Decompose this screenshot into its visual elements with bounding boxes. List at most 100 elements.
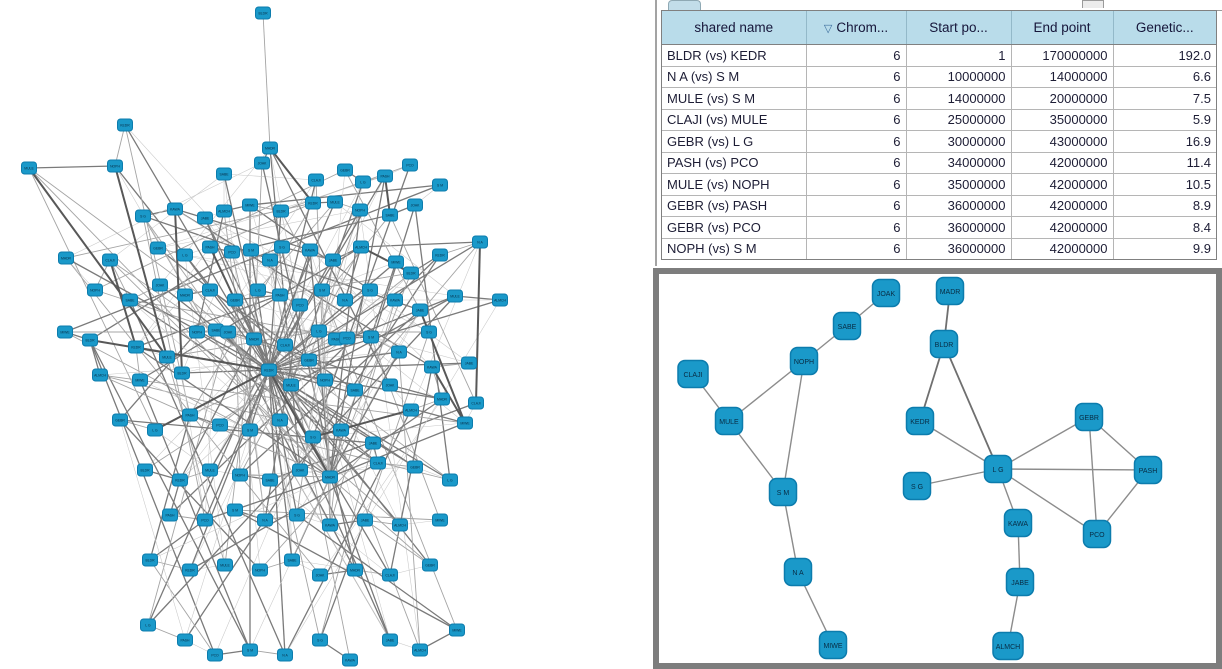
overview-edge[interactable] [114,124,126,167]
overview-node[interactable]: CLAJI [308,173,324,187]
overview-node[interactable]: L G [147,423,163,437]
overview-edge[interactable] [184,254,270,371]
overview-edge-strong[interactable] [114,165,168,358]
subnetwork-node-n-a[interactable]: N A [783,557,813,587]
overview-edge[interactable] [89,339,251,651]
overview-edge[interactable] [268,249,311,371]
overview-node[interactable]: PCO [212,418,228,432]
subnetwork-edge[interactable] [997,468,1149,471]
overview-node[interactable]: L G [442,473,458,487]
subnetwork-node-pco[interactable]: PCO [1082,519,1112,549]
overview-node[interactable]: N A [257,513,273,527]
column-header-0[interactable]: shared name [662,11,807,45]
overview-node[interactable]: JOAK [220,325,236,339]
overview-edge[interactable] [269,147,331,478]
overview-edge[interactable] [129,299,331,478]
overview-node[interactable]: KAWA [342,653,358,667]
overview-node[interactable]: ALMCH [92,368,108,382]
overview-edge[interactable] [329,272,412,478]
overview-node[interactable]: S M [242,643,258,657]
overview-node[interactable]: KEDR [128,340,144,354]
overview-edge[interactable] [209,181,364,471]
overview-node[interactable]: MULE [21,161,37,175]
overview-edge[interactable] [119,331,198,421]
overview-edge[interactable] [142,215,331,478]
overview-edge-strong[interactable] [268,369,331,478]
overview-node[interactable]: NOPH [107,159,123,173]
table-row[interactable]: NOPH (vs) S M 6 36000000 42000000 9.9 [662,238,1216,259]
overview-node[interactable]: L G [177,248,193,262]
overview-node[interactable]: BLDR [142,553,158,567]
overview-edge[interactable] [135,346,331,478]
overview-edge[interactable] [144,304,301,471]
overview-node[interactable]: L G [355,175,371,189]
overview-node[interactable]: S M [243,243,259,257]
overview-node[interactable]: PASH [202,240,218,254]
overview-edge[interactable] [268,261,397,371]
overview-edge[interactable] [109,259,131,301]
overview-node[interactable]: MIWE [242,198,258,212]
overview-node[interactable]: MADR [262,141,278,155]
overview-node[interactable]: KAWA [424,360,440,374]
table-corner-tab[interactable] [1082,0,1104,8]
overview-edge[interactable] [209,369,270,471]
subnetwork-node-bldr[interactable]: BLDR [929,329,959,359]
overview-node[interactable]: ALMCH [403,403,419,417]
overview-node[interactable]: PASH [182,408,198,422]
overview-node[interactable]: PCO [292,298,308,312]
overview-node[interactable]: ALMCH [216,204,232,218]
overview-edge[interactable] [28,167,156,431]
overview-node[interactable]: KEDR [432,248,448,262]
overview-edge[interactable] [290,384,451,481]
overview-edge[interactable] [64,331,251,431]
overview-node[interactable]: JABE [382,633,398,647]
overview-edge[interactable] [89,339,216,656]
overview-edge-strong[interactable] [209,246,236,301]
overview-edge[interactable] [280,210,323,291]
overview-edge[interactable] [28,165,116,169]
table-row[interactable]: GEBR (vs) PCO 6 36000000 42000000 8.4 [662,216,1216,239]
overview-edge[interactable] [268,241,481,371]
subnetwork-node-sabe[interactable]: SABE [832,311,862,341]
subnetwork-node-mule[interactable]: MULE [714,406,744,436]
overview-node[interactable]: MIWE [449,623,465,637]
overview-node[interactable]: PCO [197,513,213,527]
overview-node[interactable]: ALMCH [492,293,508,307]
overview-edge[interactable] [181,369,270,374]
overview-edge[interactable] [250,249,270,371]
overview-node[interactable]: L G [311,324,327,338]
overview-node[interactable]: ALMCH [412,643,428,657]
overview-node[interactable]: CLAJI [202,283,218,297]
subnetwork-node-miwe[interactable]: MIWE [818,630,848,660]
overview-edge[interactable] [398,351,421,651]
overview-node[interactable]: N A [391,345,407,359]
overview-node[interactable]: S G [274,240,290,254]
column-header-2[interactable]: Start po... [906,11,1012,45]
overview-node[interactable]: S M [432,178,448,192]
overview-node[interactable]: SABE [347,383,363,397]
overview-edge[interactable] [184,294,301,471]
table-row[interactable]: MULE (vs) NOPH 6 35000000 42000000 10.5 [662,173,1216,196]
overview-node[interactable]: S M [363,330,379,344]
overview-edge-strong[interactable] [89,339,270,371]
overview-node[interactable]: PASH [162,508,178,522]
overview-node[interactable]: SABE [122,293,138,307]
table-row[interactable]: N A (vs) S M 6 10000000 14000000 6.6 [662,66,1216,88]
overview-node[interactable]: SABE [262,473,278,487]
overview-node[interactable]: NOPH [189,325,205,339]
overview-node[interactable]: S G [305,430,321,444]
overview-node[interactable]: N A [262,253,278,267]
overview-node[interactable]: NOPH [352,203,368,217]
overview-node[interactable]: MADR [322,470,338,484]
overview-edge[interactable] [166,330,320,358]
overview-edge[interactable] [309,249,331,478]
overview-node[interactable]: MADR [347,563,363,577]
overview-node[interactable]: KAWA [322,518,338,532]
overview-node[interactable]: JABE [197,211,213,225]
overview-node[interactable]: SABE [382,208,398,222]
overview-node[interactable]: ALMCH [392,518,408,532]
subnetwork-node-almch[interactable]: ALMCH [992,631,1024,661]
overview-node[interactable]: BLDR [255,6,271,20]
overview-edge[interactable] [65,257,270,371]
subnetwork-edge[interactable] [782,360,805,493]
